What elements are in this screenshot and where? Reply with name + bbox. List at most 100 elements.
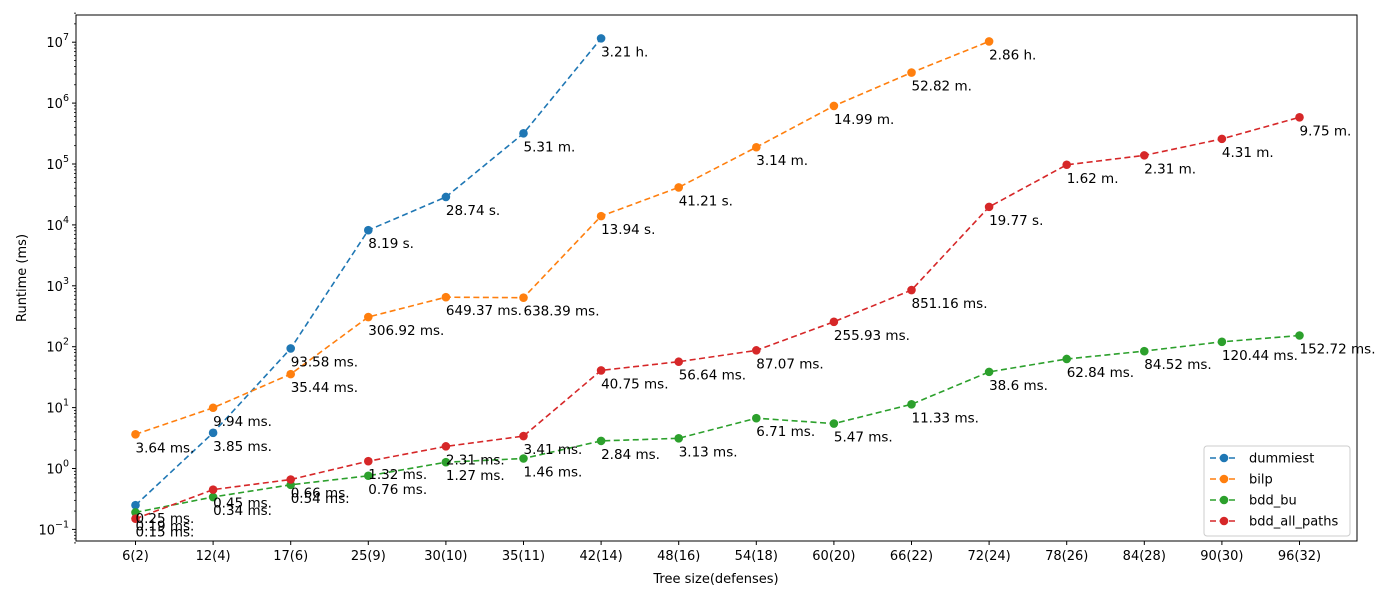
y-tick-exponent: 4: [63, 215, 69, 226]
data-label-bdd_all_paths: 56.64 ms.: [679, 368, 746, 384]
data-point-bdd_all_paths: [131, 514, 140, 523]
data-point-bdd_all_paths: [364, 456, 373, 466]
data-label-bdd_bu: 152.72 ms.: [1300, 342, 1376, 358]
series-line-bilp: [135, 40, 990, 436]
y-tick-exponent: 0: [63, 459, 69, 470]
data-label-bdd_bu: 120.44 ms.: [1222, 348, 1298, 364]
data-point-dummiest: [286, 344, 296, 353]
data-point-bdd_all_paths: [441, 442, 451, 451]
data-label-dummiest: 93.58 ms.: [291, 354, 358, 370]
data-label-bdd_bu: 62.84 ms.: [1067, 365, 1134, 381]
series-line-bdd_bu: [135, 334, 1300, 514]
y-tick-exponent: 2: [63, 337, 69, 348]
data-point-bdd_bu: [364, 471, 373, 481]
y-tick-base: 10: [46, 341, 63, 356]
x-tick-label: 25(9): [351, 549, 386, 564]
data-label-bdd_bu: 0.19 ms.: [136, 518, 195, 534]
data-point-bdd_bu: [131, 508, 140, 517]
data-label-dummiest: 5.31 m.: [524, 139, 576, 155]
y-tick-base: 10: [46, 280, 63, 295]
y-tick-label: 101: [46, 398, 69, 417]
data-point-dummiest: [519, 129, 528, 138]
data-point-bdd_all_paths: [752, 346, 761, 355]
axis-ticks: 6(2) 12(4) 17(6) 25(9) 30(10) 35(11) 42(14) 48(…: [38, 12, 1321, 564]
legend-label-bilp: bilp: [1249, 473, 1273, 488]
data-point-bdd_bu: [1062, 354, 1071, 364]
data-label-bilp: 52.82 m.: [912, 79, 972, 95]
y-tick-base: 10: [46, 402, 63, 417]
y-tick-label: 107: [46, 32, 69, 51]
data-label-bilp: 13.94 s.: [601, 222, 655, 238]
data-point-bdd_all_paths: [208, 485, 218, 494]
data-point-bdd_bu: [752, 413, 761, 423]
data-label-bdd_all_paths: 851.16 ms.: [912, 296, 988, 312]
data-label-bdd_bu: 5.47 ms.: [834, 430, 893, 446]
data-label-bilp: 14.99 m.: [834, 112, 894, 128]
data-label-bilp: 2.86 h.: [989, 47, 1036, 63]
data-label-bdd_all_paths: 87.07 ms.: [756, 356, 823, 372]
data-point-bdd_all_paths: [674, 357, 683, 367]
data-label-bdd_bu: 6.71 ms.: [756, 424, 815, 440]
legend-label-dummiest: dummiest: [1249, 452, 1314, 467]
x-tick-label: 30(10): [424, 549, 467, 564]
data-point-dummiest: [131, 500, 140, 510]
data-point-bilp: [907, 68, 916, 77]
y-tick-base: 10: [46, 158, 63, 173]
data-point-bilp: [829, 101, 839, 111]
data-label-bilp: 3.64 ms.: [136, 440, 195, 456]
y-tick-label: 100: [46, 459, 69, 478]
data-point-dummiest: [596, 34, 606, 43]
data-label-bdd_all_paths: 3.41 ms.: [524, 442, 583, 458]
legend-marker-dummiest: [1219, 453, 1229, 463]
series-line-bdd_all_paths: [135, 116, 1300, 520]
data-point-bdd_all_paths: [519, 431, 528, 441]
data-point-dummiest: [441, 192, 451, 202]
x-tick-label: 60(20): [812, 549, 855, 564]
data-point-bdd_bu: [519, 454, 528, 463]
data-point-bdd_bu: [441, 457, 451, 467]
data-point-bdd_all_paths: [907, 285, 916, 295]
data-point-bdd_all_paths: [1217, 134, 1227, 144]
y-axis-label: Runtime (ms): [15, 234, 30, 322]
data-point-bdd_all_paths: [596, 366, 606, 375]
data-point-bilp: [364, 312, 373, 322]
data-label-bdd_all_paths: 1.62 m.: [1067, 171, 1119, 187]
x-tick-label: 78(26): [1045, 549, 1088, 564]
y-tick-base: 10: [46, 463, 63, 478]
data-label-bdd_all_paths: 2.31 m.: [1144, 161, 1196, 177]
legend-marker-bilp: [1219, 474, 1229, 484]
legend-box: [1203, 445, 1351, 537]
data-point-bdd_bu: [674, 434, 683, 443]
data-label-dummiest: 28.74 s.: [446, 203, 500, 219]
data-label-bdd_bu: 11.33 ms.: [912, 410, 979, 426]
data-label-dummiest: 8.19 s.: [368, 236, 414, 252]
data-label-bdd_all_paths: 9.75 m.: [1300, 123, 1352, 139]
y-tick-label: 106: [46, 93, 69, 112]
x-tick-label: 12(4): [196, 549, 231, 564]
data-label-bilp: 638.39 ms.: [524, 304, 600, 320]
y-tick-label: 104: [46, 215, 69, 234]
y-tick-exponent: 5: [63, 154, 69, 165]
data-point-bdd_bu: [907, 399, 916, 409]
x-tick-label: 72(24): [967, 549, 1010, 564]
data-label-bdd_bu: 3.13 ms.: [679, 444, 738, 460]
data-point-bilp: [441, 292, 451, 302]
data-label-bdd_bu: 84.52 ms.: [1144, 357, 1211, 373]
y-tick-exponent: 1: [63, 398, 69, 409]
series-layer: [131, 34, 1304, 523]
y-tick-base: 10: [46, 219, 63, 234]
data-label-bdd_all_paths: 19.77 s.: [989, 213, 1043, 229]
y-tick-label: 102: [46, 337, 69, 356]
data-point-bdd_all_paths: [1062, 160, 1071, 170]
legend-label-bdd_bu: bdd_bu: [1249, 494, 1297, 509]
x-tick-label: 54(18): [735, 549, 778, 564]
x-tick-label: 96(32): [1278, 549, 1321, 564]
y-tick-base: 10: [38, 523, 55, 538]
data-point-bilp: [984, 37, 994, 46]
data-label-bdd_all_paths: 1.32 ms.: [368, 467, 427, 483]
data-label-bdd_bu: 2.84 ms.: [601, 447, 660, 463]
data-point-bilp: [286, 369, 296, 379]
data-label-bilp: 9.94 ms.: [213, 414, 272, 430]
data-label-bdd_all_paths: 4.31 m.: [1222, 145, 1274, 161]
y-tick-base: 10: [46, 36, 63, 51]
